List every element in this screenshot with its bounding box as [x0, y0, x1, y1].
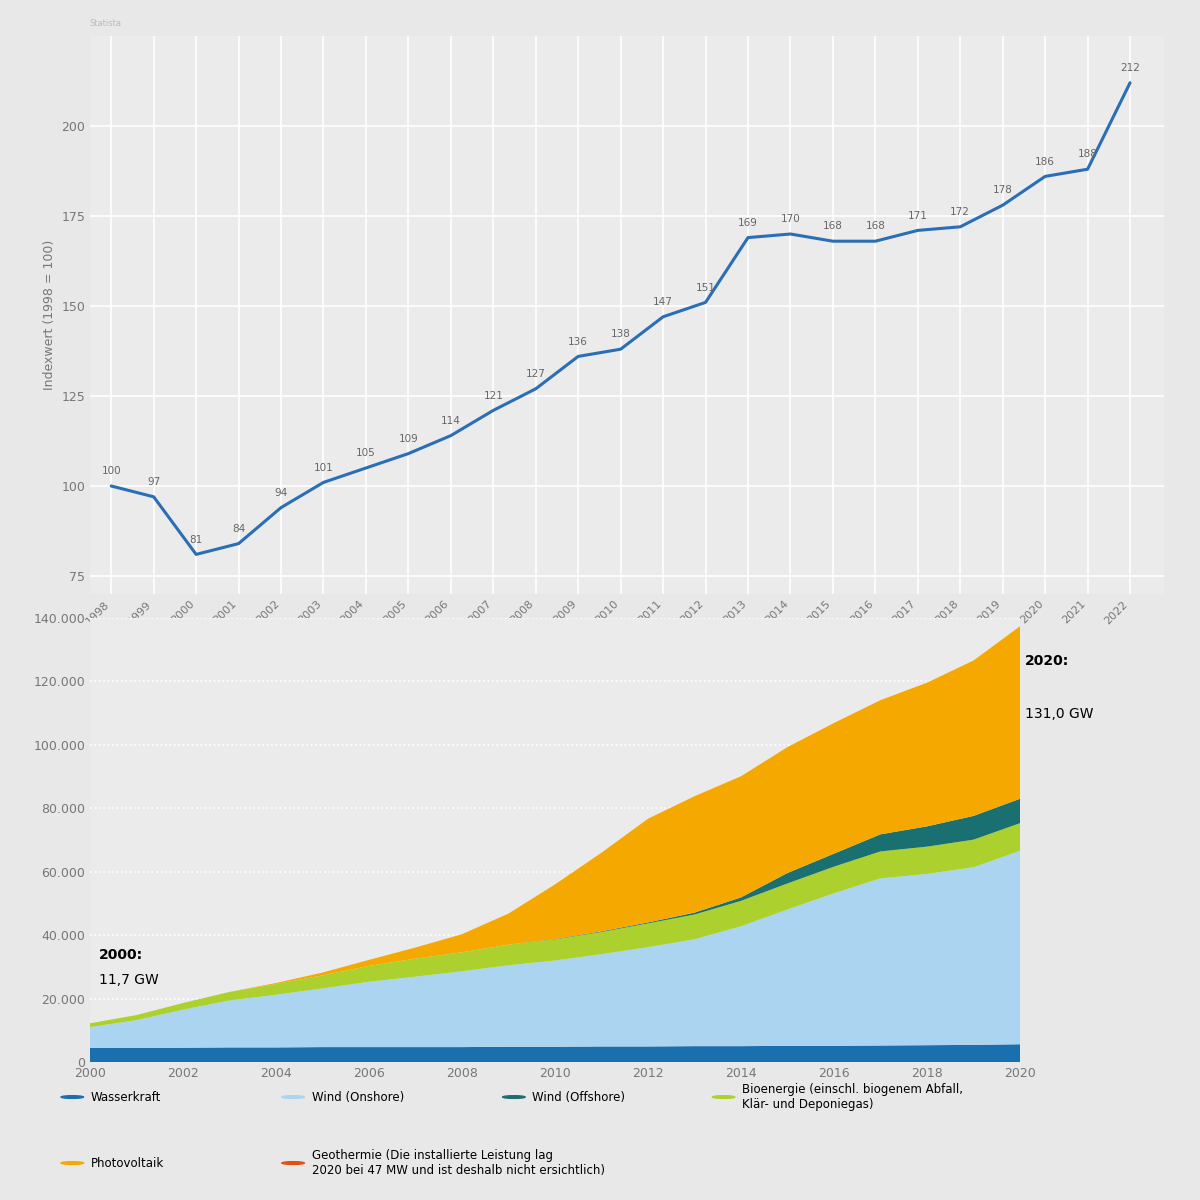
Text: Wind (Onshore): Wind (Onshore) [312, 1091, 404, 1104]
Text: 94: 94 [275, 488, 288, 498]
Text: 109: 109 [398, 434, 419, 444]
Text: 151: 151 [696, 283, 715, 293]
Text: 2020:: 2020: [1025, 654, 1069, 667]
Text: 2000:: 2000: [100, 948, 144, 962]
Text: 169: 169 [738, 218, 758, 228]
Text: 105: 105 [356, 449, 376, 458]
Text: 84: 84 [232, 524, 245, 534]
Text: 114: 114 [440, 416, 461, 426]
Text: Statista: Statista [90, 19, 122, 28]
Text: 168: 168 [865, 222, 886, 232]
Text: 186: 186 [1036, 157, 1055, 167]
Text: 131,0 GW: 131,0 GW [1025, 707, 1093, 721]
Text: 147: 147 [653, 298, 673, 307]
Circle shape [503, 1096, 526, 1098]
Text: 212: 212 [1120, 64, 1140, 73]
Text: 138: 138 [611, 330, 630, 340]
Text: Photovoltaik: Photovoltaik [91, 1157, 164, 1170]
Text: 101: 101 [313, 463, 334, 473]
Text: 11,7 GW: 11,7 GW [100, 973, 160, 988]
Text: 81: 81 [190, 535, 203, 545]
Text: Geothermie (Die installierte Leistung lag
2020 bei 47 MW und ist deshalb nicht e: Geothermie (Die installierte Leistung la… [312, 1150, 605, 1177]
Text: 188: 188 [1078, 150, 1098, 160]
Text: 178: 178 [992, 186, 1013, 196]
Text: 171: 171 [908, 211, 928, 221]
Text: 100: 100 [102, 467, 121, 476]
Text: Wasserkraft: Wasserkraft [91, 1091, 161, 1104]
Circle shape [61, 1096, 84, 1098]
Text: Bioenergie (einschl. biogenem Abfall,
Klär- und Deponiegas): Bioenergie (einschl. biogenem Abfall, Kl… [742, 1084, 964, 1111]
Text: 172: 172 [950, 208, 970, 217]
Circle shape [282, 1096, 305, 1098]
Text: 127: 127 [526, 370, 546, 379]
Text: 136: 136 [569, 337, 588, 347]
Circle shape [713, 1096, 734, 1098]
Circle shape [282, 1162, 305, 1164]
Text: 168: 168 [823, 222, 842, 232]
Text: Wind (Offshore): Wind (Offshore) [533, 1091, 625, 1104]
Text: 121: 121 [484, 391, 503, 401]
Circle shape [61, 1162, 84, 1164]
Y-axis label: Indexwert (1998 = 100): Indexwert (1998 = 100) [43, 240, 55, 390]
Text: 97: 97 [148, 478, 161, 487]
Text: 170: 170 [780, 215, 800, 224]
